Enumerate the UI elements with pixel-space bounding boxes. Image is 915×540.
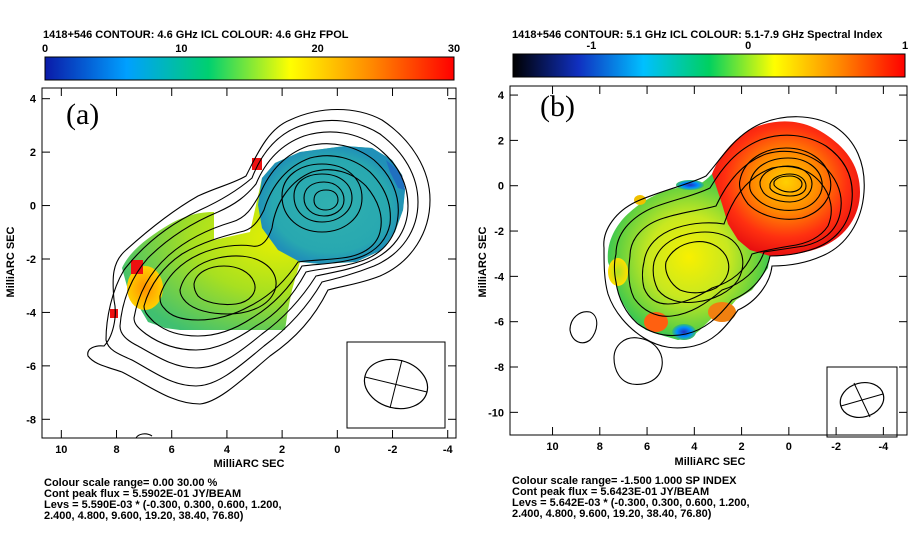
x-tick-label: 10 bbox=[55, 444, 67, 456]
x-tick-label: 0 bbox=[334, 444, 340, 456]
panel-b-footer: Colour scale range= -1.500 1.000 SP INDE… bbox=[512, 475, 750, 520]
x-tick-label: 6 bbox=[644, 441, 650, 453]
colorbar-tick-label: 20 bbox=[312, 43, 324, 55]
panel-b-beam-box bbox=[826, 366, 898, 438]
colorbar-tick-label: -1 bbox=[587, 40, 597, 52]
y-tick-label: 4 bbox=[498, 90, 505, 102]
footer-line: Levs = 5.642E-03 * (-0.300, 0.300, 0.600… bbox=[512, 497, 750, 509]
x-tick-label: 8 bbox=[597, 441, 603, 453]
x-tick-label: 0 bbox=[786, 441, 792, 453]
x-tick-label: 2 bbox=[739, 441, 745, 453]
panel-b: 1418+546 CONTOUR: 5.1 GHz ICL COLOUR: 5.… bbox=[477, 29, 908, 520]
x-tick-label: 4 bbox=[691, 441, 698, 453]
colorbar-tick-label: 10 bbox=[175, 43, 187, 55]
y-tick-label: 4 bbox=[30, 94, 37, 106]
y-tick-label: -8 bbox=[494, 362, 504, 374]
panel-a-title: 1418+546 CONTOUR: 4.6 GHz ICL COLOUR: 4.… bbox=[43, 29, 349, 41]
y-tick-label: 2 bbox=[498, 135, 504, 147]
panel-b-xlabel: MilliARC SEC bbox=[675, 456, 746, 468]
panel-a-footer: Colour scale range= 0.00 30.00 %Cont pea… bbox=[44, 477, 282, 522]
panel-b-ylabel: MilliARC SEC bbox=[477, 227, 489, 298]
y-tick-label: -2 bbox=[494, 226, 504, 238]
panel-a-x-ticks: 10 8 6 4 2 0 -2 -4 bbox=[55, 88, 453, 456]
x-tick-label: -2 bbox=[388, 444, 398, 456]
colorbar-tick-label: 1 bbox=[902, 40, 908, 52]
panel-a-xlabel: MilliARC SEC bbox=[214, 458, 285, 470]
x-tick-label: 2 bbox=[279, 444, 285, 456]
y-tick-label: -10 bbox=[488, 407, 504, 419]
panel-a-y-ticks: 4 2 0 -2 -4 -6 -8 bbox=[26, 94, 456, 426]
panel-a-beam-box bbox=[346, 341, 446, 429]
x-tick-label: -2 bbox=[831, 441, 841, 453]
panel-b-beam-ellipse bbox=[839, 382, 885, 418]
panel-a-colorbar bbox=[44, 56, 455, 81]
y-tick-label: -6 bbox=[494, 317, 504, 329]
panel-b-x-ticks: 10 8 6 4 2 0 -2 -4 bbox=[546, 86, 889, 453]
panel-a-colorbar-ticklabels: 0 10 20 30 bbox=[42, 43, 460, 55]
x-tick-label: -4 bbox=[443, 444, 454, 456]
y-tick-label: -2 bbox=[26, 254, 36, 266]
y-tick-label: 0 bbox=[498, 181, 504, 193]
y-tick-label: -4 bbox=[494, 271, 505, 283]
panel-b-plot-frame bbox=[509, 85, 908, 436]
footer-line: Colour scale range= 0.00 30.00 % bbox=[44, 477, 218, 489]
colorbar-tick-label: 0 bbox=[745, 40, 751, 52]
panel-a-beam-ellipse bbox=[363, 358, 429, 410]
panel-b-colorbar bbox=[512, 53, 906, 78]
x-tick-label: 6 bbox=[169, 444, 175, 456]
panel-a-contours bbox=[87, 108, 431, 439]
x-tick-label: 10 bbox=[546, 441, 558, 453]
x-tick-label: 4 bbox=[224, 444, 231, 456]
y-tick-label: -8 bbox=[26, 414, 36, 426]
panel-b-y-ticks: 4 2 0 -2 -4 -6 -8 -10 bbox=[488, 90, 907, 419]
footer-line: Cont peak flux = 5.6423E-01 JY/BEAM bbox=[512, 486, 709, 498]
panel-a-plot-frame bbox=[41, 87, 457, 439]
panel-a-label: (a) bbox=[66, 98, 99, 131]
panel-b-colour-map bbox=[607, 121, 860, 340]
colorbar-tick-label: 30 bbox=[448, 43, 460, 55]
panel-b-colorbar-ticklabels: -1 0 1 bbox=[587, 40, 909, 52]
y-tick-label: 0 bbox=[30, 201, 36, 213]
panel-a-ylabel: MilliARC SEC bbox=[5, 227, 17, 298]
panel-b-contours bbox=[569, 116, 865, 385]
y-tick-label: -6 bbox=[26, 361, 36, 373]
y-tick-label: -4 bbox=[26, 307, 37, 319]
y-tick-label: 2 bbox=[30, 147, 36, 159]
footer-line: Cont peak flux = 5.5902E-01 JY/BEAM bbox=[44, 488, 241, 500]
panel-b-label: (b) bbox=[540, 90, 575, 123]
footer-line: 2.400, 4.800, 9.600, 19.20, 38.40, 76.80… bbox=[512, 508, 712, 520]
footer-line: 2.400, 4.800, 9.600, 19.20, 38.40, 76.80… bbox=[44, 510, 244, 522]
panel-b-title: 1418+546 CONTOUR: 5.1 GHz ICL COLOUR: 5.… bbox=[512, 29, 883, 41]
x-tick-label: -4 bbox=[878, 441, 889, 453]
panel-a: 1418+546 CONTOUR: 4.6 GHz ICL COLOUR: 4.… bbox=[5, 29, 460, 522]
footer-line: Levs = 5.590E-03 * (-0.300, 0.300, 0.600… bbox=[44, 499, 282, 511]
colorbar-tick-label: 0 bbox=[42, 43, 48, 55]
x-tick-label: 8 bbox=[113, 444, 119, 456]
footer-line: Colour scale range= -1.500 1.000 SP INDE… bbox=[512, 475, 737, 487]
